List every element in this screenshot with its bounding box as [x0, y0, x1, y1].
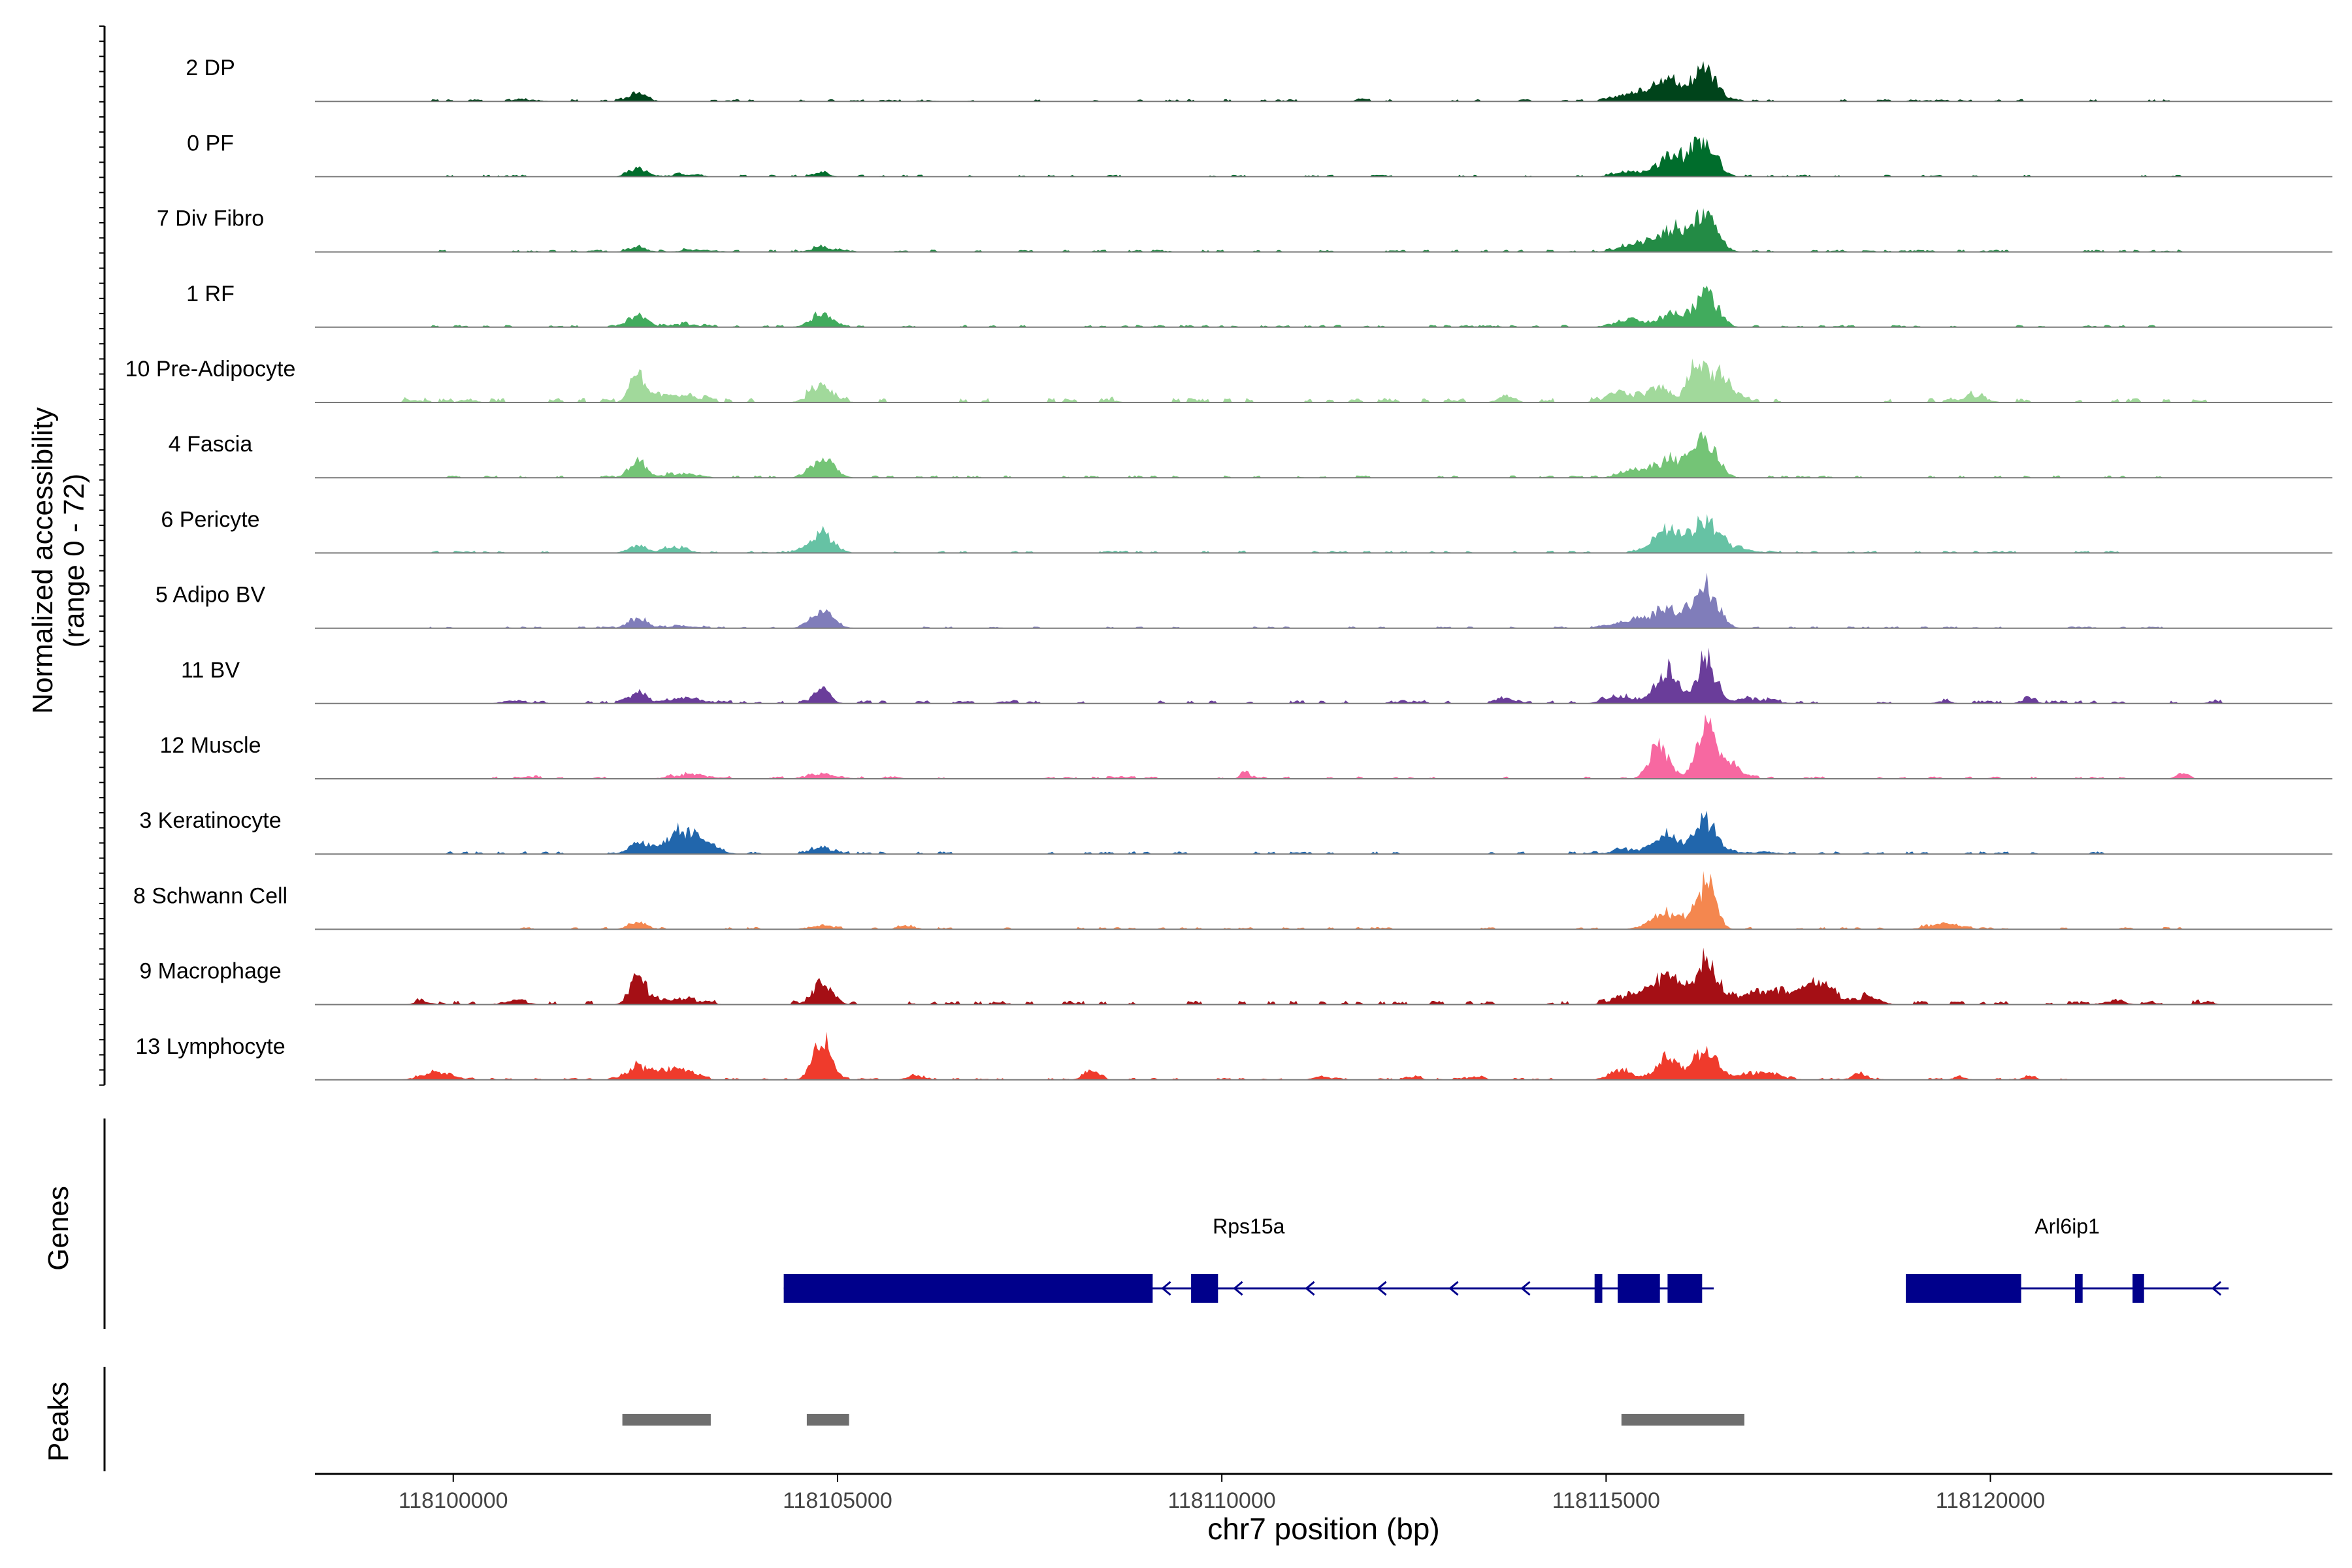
track-label: 6 Pericyte [161, 507, 259, 532]
track-13-lymphocyte: 13 Lymphocyte [135, 1032, 2332, 1081]
coverage-area [315, 514, 2332, 553]
strand-arrow [1233, 1281, 1243, 1296]
peaks-panel-label: Peaks [42, 1382, 74, 1462]
x-axis: 118100000 118105000 118110000 118115000 1181… [315, 1473, 2332, 1513]
peak-region [1621, 1414, 1744, 1426]
x-tick-label: 118100000 [399, 1488, 508, 1513]
strand-arrow [1377, 1281, 1387, 1296]
peak-region [806, 1414, 849, 1426]
track-label: 0 PF [187, 131, 234, 155]
strand-arrow [1448, 1281, 1459, 1296]
track-2-dp: 2 DP [186, 56, 2332, 103]
track-7-div-fibro: 7 Div Fibro [157, 206, 2332, 253]
track-label: 9 Macrophage [139, 959, 281, 984]
y-axis-label: Normalized accessibility [27, 407, 59, 713]
gene-exon [2074, 1274, 2083, 1303]
track-label: 8 Schwann Cell [133, 883, 287, 908]
gene-rps15a: Rps15a [783, 1215, 1714, 1303]
gene-exon [1618, 1274, 1660, 1303]
strand-arrow [1161, 1281, 1171, 1296]
x-tick-label: 118105000 [783, 1488, 892, 1513]
track-label: 11 BV [181, 658, 240, 683]
gene-arl6ip1: Arl6ip1 [1906, 1215, 2229, 1303]
coverage-area [315, 431, 2332, 478]
track-label: 3 Keratinocyte [139, 808, 281, 833]
coverage-area [315, 647, 2332, 704]
track-label: 10 Pre-Adipocyte [125, 357, 296, 382]
x-axis-label: chr7 position (bp) [1207, 1512, 1439, 1546]
coverage-tracks: 2 DP 0 PF 7 Div Fibro 1 RF 10 Pre-Adipocyte 4… [125, 56, 2332, 1081]
gene-exon [1191, 1274, 1218, 1303]
track-label: 12 Muscle [160, 733, 261, 758]
gene-exon [1594, 1274, 1603, 1303]
gene-exon [783, 1274, 1153, 1303]
x-tick-label: 118110000 [1168, 1488, 1276, 1513]
strand-arrow [1305, 1281, 1315, 1296]
track-label: 7 Div Fibro [157, 206, 264, 231]
track-0-pf: 0 PF [187, 131, 2332, 178]
x-tick-label: 118115000 [1552, 1488, 1660, 1513]
track-11-bv: 11 BV [181, 647, 2332, 704]
track-12-muscle: 12 Muscle [160, 714, 2332, 779]
gene-name: Rps15a [1213, 1215, 1285, 1238]
gene-name: Arl6ip1 [2034, 1215, 2100, 1238]
gene-exon [1667, 1274, 1703, 1303]
gene-exon [2132, 1274, 2144, 1303]
track-label: 5 Adipo BV [155, 583, 266, 608]
y-axis-range-label: (range 0 - 72) [58, 474, 90, 648]
coverage-area [315, 286, 2332, 327]
track-label: 4 Fascia [169, 432, 253, 457]
peak-region [622, 1414, 711, 1426]
peaks-panel [622, 1414, 1744, 1426]
gene-annotation-panel: Rps15a Arl6ip1 [783, 1215, 2229, 1303]
genes-panel-label: Genes [42, 1186, 74, 1271]
track-10-pre-adipocyte: 10 Pre-Adipocyte [125, 357, 2332, 403]
track-label: 13 Lymphocyte [135, 1034, 285, 1059]
track-3-keratinocyte: 3 Keratinocyte [139, 808, 2332, 855]
coverage-area [315, 947, 2332, 1005]
track-9-macrophage: 9 Macrophage [139, 947, 2332, 1005]
track-1-rf: 1 RF [186, 282, 2332, 328]
coverage-area [315, 1032, 2332, 1080]
track-4-fascia: 4 Fascia [169, 431, 2332, 479]
track-label: 2 DP [186, 56, 235, 80]
track-6-pericyte: 6 Pericyte [161, 507, 2332, 554]
x-tick-label: 118120000 [1936, 1488, 2046, 1513]
strand-arrow [1520, 1281, 1531, 1296]
track-8-schwann-cell: 8 Schwann Cell [133, 871, 2332, 930]
coverage-area [315, 358, 2332, 402]
coverage-area [315, 572, 2332, 629]
y-axis [99, 25, 106, 1471]
track-label: 1 RF [186, 282, 235, 306]
gene-exon [1906, 1274, 2021, 1303]
track-5-adipo-bv: 5 Adipo BV [155, 572, 2332, 629]
strand-arrow [2211, 1281, 2222, 1296]
